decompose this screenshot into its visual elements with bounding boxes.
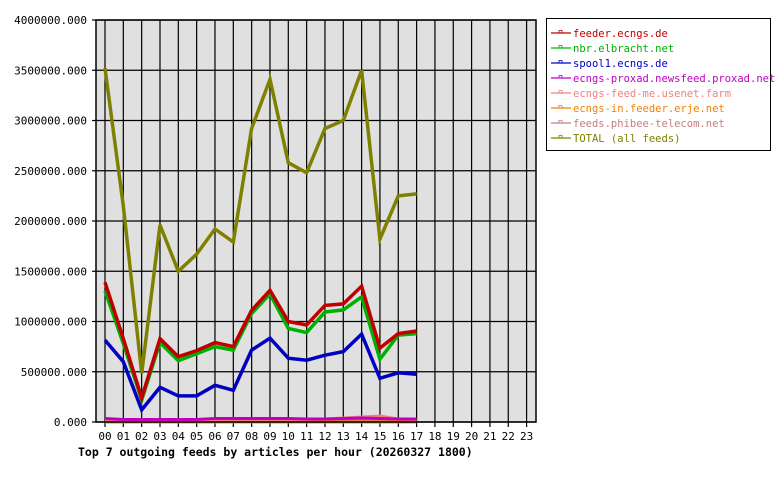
legend-marker-icon bbox=[558, 45, 563, 49]
x-tick-label: 13 bbox=[337, 430, 350, 443]
legend-item: spool1.ecngs.de bbox=[551, 58, 668, 70]
y-tick-label: 3000000.000 bbox=[14, 115, 87, 128]
legend-marker-icon bbox=[558, 60, 563, 64]
legend-marker-icon bbox=[558, 30, 563, 34]
x-tick-label: 20 bbox=[465, 430, 478, 443]
legend-item: feeder.ecngs.de bbox=[551, 28, 668, 40]
x-tick-label: 03 bbox=[153, 430, 166, 443]
x-tick-label: 12 bbox=[318, 430, 331, 443]
x-tick-label: 23 bbox=[520, 430, 533, 443]
legend-label: feeder.ecngs.de bbox=[573, 28, 668, 40]
x-tick-label: 02 bbox=[135, 430, 148, 443]
x-tick-label: 00 bbox=[98, 430, 111, 443]
x-tick-label: 18 bbox=[428, 430, 441, 443]
legend-item: TOTAL (all feeds) bbox=[551, 133, 680, 145]
legend-item: ecngs-in.feeder.erje.net bbox=[551, 103, 725, 115]
legend-label: ecngs-in.feeder.erje.net bbox=[573, 103, 725, 115]
series-line-total-all-feeds- bbox=[103, 67, 417, 374]
y-tick-label: 2500000.000 bbox=[14, 165, 87, 178]
y-axis: 0.000 500000.000 1000000.000 1500000.000 200… bbox=[14, 14, 96, 429]
x-tick-label: 21 bbox=[483, 430, 496, 443]
legend-marker-icon bbox=[558, 105, 563, 109]
legend-item: feeds.phibee-telecom.net bbox=[551, 118, 725, 130]
x-axis: 00 01 02 03 04 05 06 07 08 09 10 11 12 13 14 15 16 17 18 19… bbox=[98, 422, 533, 443]
y-tick-label: 1000000.000 bbox=[14, 316, 87, 329]
legend-item: ecngs-proxad.newsfeed.proxad.net bbox=[551, 73, 775, 85]
legend-label: feeds.phibee-telecom.net bbox=[573, 118, 725, 130]
y-tick-label: 500000.000 bbox=[21, 366, 87, 379]
legend-marker-icon bbox=[558, 75, 563, 79]
series-line-spool1-ecngs-de bbox=[103, 331, 417, 414]
legend-box bbox=[546, 18, 771, 151]
x-tick-label: 16 bbox=[392, 430, 405, 443]
y-tick-label: 1500000.000 bbox=[14, 265, 87, 278]
x-tick-label: 07 bbox=[227, 430, 240, 443]
chart-title: Top 7 outgoing feeds by articles per hou… bbox=[78, 445, 473, 459]
x-tick-label: 15 bbox=[373, 430, 386, 443]
legend-marker-icon bbox=[558, 135, 563, 139]
legend-label: ecngs-feed-me.usenet.farm bbox=[573, 88, 731, 100]
x-tick-label: 19 bbox=[447, 430, 460, 443]
legend-marker-icon bbox=[558, 90, 563, 94]
x-tick-label: 17 bbox=[410, 430, 423, 443]
y-tick-label: 2000000.000 bbox=[14, 215, 87, 228]
x-tick-label: 09 bbox=[263, 430, 276, 443]
legend-label: TOTAL (all feeds) bbox=[573, 133, 680, 145]
y-tick-label: 0.000 bbox=[54, 416, 87, 429]
legend-label: ecngs-proxad.newsfeed.proxad.net bbox=[573, 73, 775, 85]
x-tick-label: 11 bbox=[300, 430, 313, 443]
x-tick-label: 08 bbox=[245, 430, 258, 443]
legend-item: ecngs-feed-me.usenet.farm bbox=[551, 88, 731, 100]
y-tick-label: 4000000.000 bbox=[14, 14, 87, 27]
x-tick-label: 06 bbox=[208, 430, 221, 443]
x-tick-label: 10 bbox=[282, 430, 295, 443]
x-tick-label: 01 bbox=[117, 430, 130, 443]
legend-item: nbr.elbracht.net bbox=[551, 43, 674, 55]
x-tick-label: 14 bbox=[355, 430, 369, 443]
series-line-feeder-ecngs-de bbox=[103, 281, 417, 404]
y-tick-label: 3500000.000 bbox=[14, 64, 87, 77]
legend-label: spool1.ecngs.de bbox=[573, 58, 668, 70]
legend: feeder.ecngs.de nbr.elbracht.net spool1.ec… bbox=[546, 18, 775, 151]
series-line-ecngs-proxad-newsfeed-proxad-net bbox=[104, 416, 417, 421]
x-tick-label: 22 bbox=[502, 430, 515, 443]
plot-border bbox=[95, 19, 537, 423]
legend-label: nbr.elbracht.net bbox=[573, 43, 674, 55]
legend-marker-icon bbox=[558, 120, 563, 124]
x-tick-label: 04 bbox=[172, 430, 186, 443]
x-tick-label: 05 bbox=[190, 430, 203, 443]
